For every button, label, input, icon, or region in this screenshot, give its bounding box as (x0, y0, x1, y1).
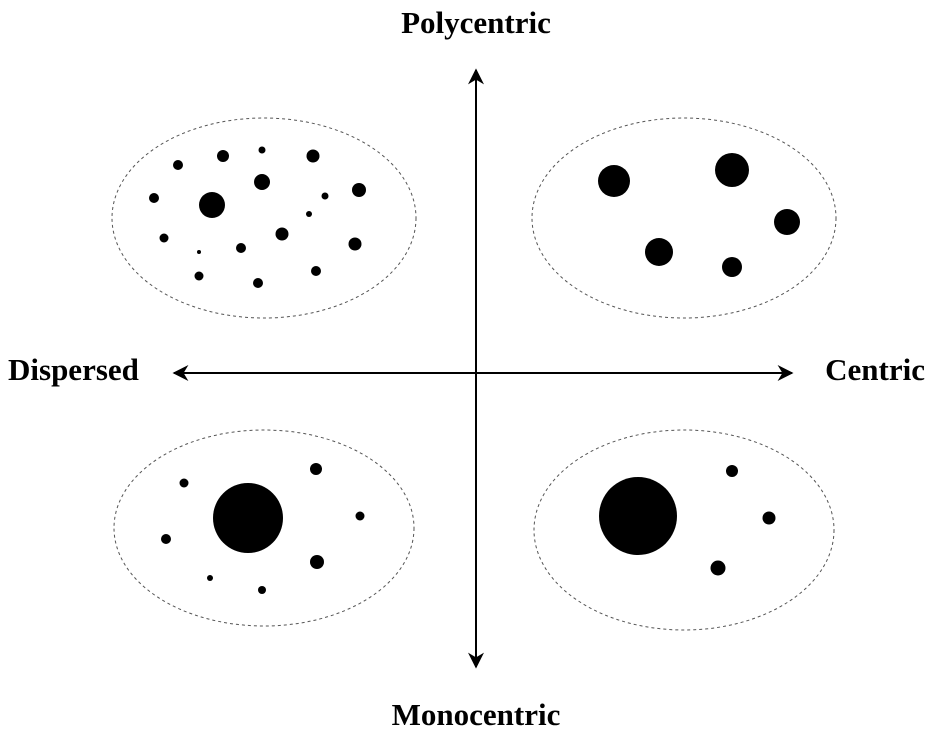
region-outline (531, 117, 837, 319)
dot (348, 237, 362, 251)
dot (236, 243, 246, 253)
region-outline (111, 117, 417, 319)
dot (321, 192, 329, 200)
dot (710, 560, 726, 576)
dot (194, 271, 204, 281)
right-label: Centric (825, 352, 925, 387)
dot (199, 192, 225, 218)
dot (722, 257, 742, 277)
dot (310, 463, 322, 475)
dot (355, 511, 365, 521)
dot (762, 511, 776, 525)
dot (159, 233, 169, 243)
dot (310, 555, 324, 569)
dot (598, 165, 630, 197)
dot (207, 575, 213, 581)
dot (173, 160, 183, 170)
top-label: Polycentric (401, 5, 551, 40)
dot (599, 477, 677, 555)
dot (197, 250, 201, 254)
dot (254, 174, 270, 190)
region-outline (533, 429, 835, 631)
left-label: Dispersed (8, 352, 139, 387)
quadrant-centric-monocentric (533, 429, 835, 631)
quadrant-dispersed-monocentric (113, 429, 415, 627)
dot (179, 478, 189, 488)
dot (213, 483, 283, 553)
dot (726, 465, 738, 477)
dot (149, 193, 159, 203)
dot (645, 238, 673, 266)
dot (352, 183, 366, 197)
dot (774, 209, 800, 235)
dot (306, 211, 312, 217)
region-outline (113, 429, 415, 627)
dot (217, 150, 229, 162)
dot (275, 227, 289, 241)
dot (253, 278, 263, 288)
dot (258, 586, 266, 594)
dot (258, 146, 266, 154)
dot (306, 149, 320, 163)
dot (161, 534, 171, 544)
quadrant-dispersed-polycentric (111, 117, 417, 319)
quadrant-centric-polycentric (531, 117, 837, 319)
dot (715, 153, 749, 187)
dot (311, 266, 321, 276)
bottom-label: Monocentric (392, 697, 561, 732)
